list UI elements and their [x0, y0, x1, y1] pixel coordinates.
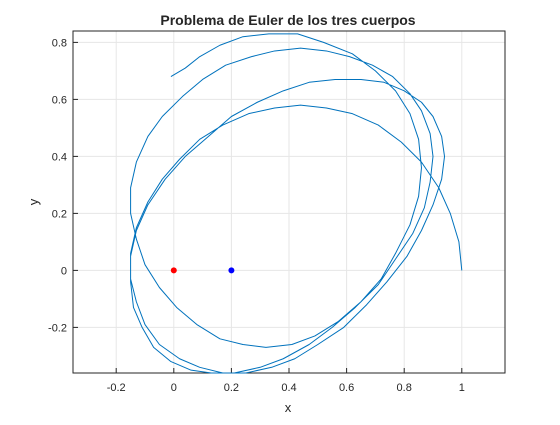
series-layer — [130, 33, 463, 374]
trajectory-line — [130, 33, 463, 374]
x-axis-ticks: -0.2 0 0.2 0.4 0.6 0.8 1 — [107, 368, 465, 394]
x-tick-label: 0.4 — [281, 382, 296, 394]
body-point — [170, 267, 177, 274]
x-tick-label: 1 — [459, 382, 465, 394]
x-tick-label: 0.8 — [397, 382, 412, 394]
chart-title: Problema de Euler de los tres cuerpos — [160, 12, 415, 28]
y-tick-label: 0 — [61, 265, 67, 277]
x-axis-label: x — [285, 400, 292, 415]
body-point — [228, 267, 235, 274]
y-tick-label: 0.4 — [52, 151, 67, 163]
y-tick-label: 0.8 — [52, 37, 67, 49]
x-tick-label: 0 — [171, 382, 177, 394]
x-tick-label: 0.2 — [224, 382, 239, 394]
y-tick-label: 0.2 — [52, 208, 67, 220]
y-tick-label: -0.2 — [48, 322, 67, 334]
y-axis-label: y — [26, 198, 41, 205]
x-tick-label: 0.6 — [339, 382, 354, 394]
x-tick-label: -0.2 — [107, 382, 126, 394]
y-axis-ticks: -0.2 0 0.2 0.4 0.6 0.8 — [48, 37, 78, 334]
y-tick-label: 0.6 — [52, 94, 67, 106]
grid-lines — [73, 31, 505, 373]
